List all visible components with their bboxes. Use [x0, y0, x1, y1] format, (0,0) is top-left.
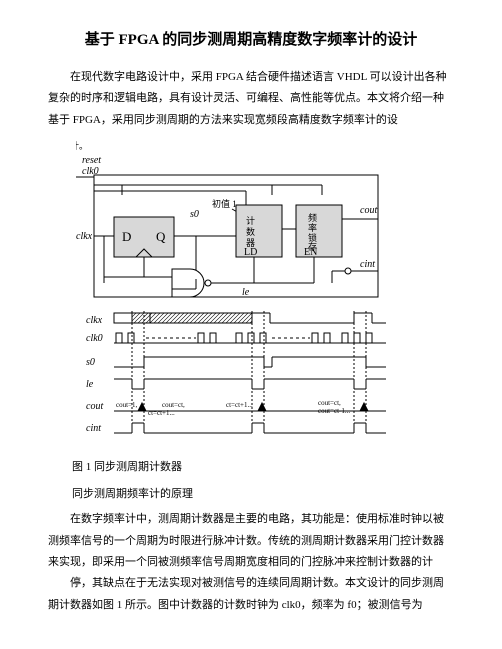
- label-lock1: 频: [308, 212, 317, 223]
- cout-t4: ct=ct+1...: [226, 401, 253, 409]
- label-clkx: clkx: [76, 231, 93, 242]
- figure-caption: 图 1 同步测周期计数器: [72, 457, 454, 478]
- cout-t2: cout=ct,: [318, 399, 341, 407]
- section-subhead: 同步测周期频率计的原理: [72, 484, 454, 505]
- cout-t3: ct=ct+1...: [148, 409, 175, 417]
- cout-t1: cout=ct,: [162, 401, 185, 409]
- tl-clkx: clkx: [86, 315, 103, 326]
- tl-s0: s0: [86, 357, 95, 368]
- label-s0: s0: [190, 209, 199, 220]
- label-lock2: 率: [308, 222, 317, 233]
- tl-clk0: clk0: [86, 333, 103, 344]
- label-cout: cout: [360, 205, 377, 216]
- tl-cint: cint: [86, 423, 101, 434]
- label-LD: LD: [244, 247, 257, 258]
- intro-paragraph: 在现代数字电路设计中，采用 FPGA 结合硬件描述语言 VHDL 可以设计出各种…: [48, 67, 454, 131]
- body-para-3: 停，其缺点在于无法实现对被测信号的连续同周期计数。本文设计的同步测周期计数器如图…: [48, 573, 454, 616]
- label-counter1: 计: [246, 215, 255, 226]
- tl-le: le: [86, 379, 94, 390]
- stray-text: 计。: [76, 140, 88, 151]
- body-para-2: 在数字频率计中，测周期计数器是主要的电路，其功能是：使用标准时钟以被测频率信号的…: [48, 509, 454, 573]
- cout-t0: cout=1,: [116, 401, 137, 409]
- page-title: 基于 FPGA 的同步测周期高精度数字频率计的设计: [48, 28, 454, 49]
- label-Q: Q: [156, 229, 166, 244]
- label-clk0: clk0: [82, 166, 99, 177]
- tl-cout: cout: [86, 401, 103, 412]
- label-reset: reset: [82, 155, 101, 166]
- label-le: le: [242, 287, 250, 298]
- figure-1-diagram: 计。 reset clk0 D Q clkx s0: [76, 139, 454, 449]
- label-counter2: 数: [246, 226, 255, 237]
- label-EN: EN: [304, 247, 317, 258]
- label-D: D: [122, 229, 131, 244]
- label-initval: 初值 1: [212, 198, 237, 209]
- label-cint: cint: [360, 259, 375, 270]
